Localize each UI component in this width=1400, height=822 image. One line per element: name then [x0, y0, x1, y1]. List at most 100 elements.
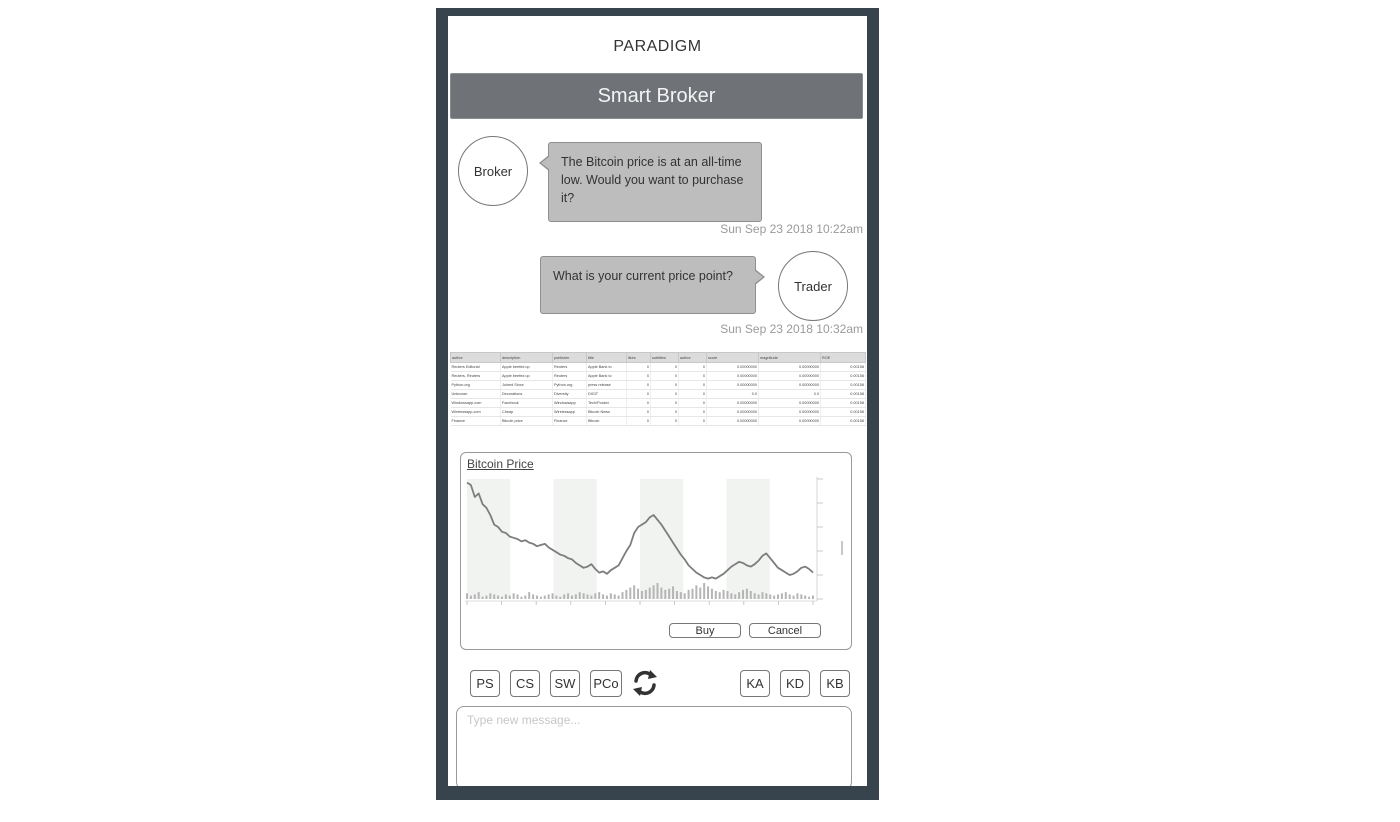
- table-cell: Bitcoin price: [500, 416, 553, 426]
- column-header[interactable]: score: [706, 352, 759, 363]
- table-cell: 0.00158: [820, 380, 866, 390]
- volume-bar: [726, 591, 729, 599]
- volume-bar: [598, 592, 601, 599]
- chart-title[interactable]: Bitcoin Price: [467, 457, 534, 471]
- volume-bar: [710, 588, 713, 599]
- volume-bar: [660, 587, 663, 599]
- column-header[interactable]: description: [500, 352, 553, 363]
- table-cell: 0.00000000: [706, 362, 759, 372]
- table-cell: Cheap: [500, 407, 553, 417]
- volume-bar: [640, 591, 643, 599]
- table-cell: 0: [626, 398, 651, 408]
- bitcoin-price-card: Bitcoin Price Buy Cancel: [460, 452, 852, 650]
- column-header[interactable]: subtitles: [650, 352, 679, 363]
- table-cell: 0.00158: [820, 371, 866, 381]
- volume-bar: [637, 588, 640, 599]
- message-input[interactable]: [456, 706, 852, 786]
- table-cell: 0.00000000: [758, 398, 821, 408]
- ps-button[interactable]: PS: [470, 670, 500, 697]
- table-cell: Finance: [552, 416, 587, 426]
- refresh-icon[interactable]: [630, 668, 660, 698]
- buy-button[interactable]: Buy: [669, 623, 741, 638]
- volume-bar: [812, 595, 814, 599]
- volume-bar: [691, 588, 694, 599]
- volume-bar: [788, 594, 791, 599]
- table-row[interactable]: Python.org Joined Since Python.org press re…: [450, 380, 866, 390]
- table-row[interactable]: Finance Bitcoin price Finance Bitcoin 0 0 0 0.0…: [450, 416, 866, 426]
- table-cell: Joined Since: [500, 380, 553, 390]
- table-row[interactable]: Windowsapp.com Facebook Windowsapp Tech/Poc…: [450, 398, 866, 408]
- table-row[interactable]: Unknown Decorations Diversity DIGIT 0 0 0 0.0 0.…: [450, 389, 866, 399]
- cancel-button[interactable]: Cancel: [749, 623, 821, 638]
- volume-bar: [485, 595, 488, 599]
- table-cell: 0.00000000: [706, 380, 759, 390]
- volume-bar: [469, 595, 472, 599]
- column-header[interactable]: magnitude: [758, 352, 821, 363]
- broker-message-time: Sun Sep 23 2018 10:22am: [720, 222, 863, 236]
- kd-button[interactable]: KD: [780, 670, 810, 697]
- table-cell: 0: [626, 407, 651, 417]
- table-cell: Reuters, Reuters: [450, 371, 501, 381]
- sw-button[interactable]: SW: [550, 670, 580, 697]
- volume-bar: [609, 593, 612, 599]
- volume-bar: [493, 594, 496, 599]
- news-data-table: author description publisher title likes…: [450, 352, 866, 426]
- table-cell: DIGIT: [586, 389, 627, 399]
- table-cell: 0: [650, 362, 679, 372]
- chart-band: [553, 479, 597, 599]
- table-row[interactable]: Reuters Editorial Apple beefed up Reuters A…: [450, 362, 866, 372]
- volume-bar: [738, 592, 741, 599]
- table-cell: Apple Bank to: [586, 371, 627, 381]
- volume-bar: [567, 593, 570, 599]
- table-cell: 0: [626, 380, 651, 390]
- x-axis: [465, 600, 817, 605]
- table-cell: Apple Bank to: [586, 362, 627, 372]
- pco-button[interactable]: PCo: [590, 670, 622, 697]
- table-cell: 0: [678, 398, 707, 408]
- ka-button[interactable]: KA: [740, 670, 770, 697]
- table-cell: Python.org: [552, 380, 587, 390]
- volume-bar: [796, 593, 799, 599]
- table-cell: 0: [626, 389, 651, 399]
- volume-bar: [586, 594, 589, 599]
- kb-button[interactable]: KB: [820, 670, 850, 697]
- table-cell: Facebook: [500, 398, 553, 408]
- volume-bar: [633, 585, 636, 599]
- volume-bar: [574, 594, 577, 599]
- volume-bar: [594, 593, 597, 599]
- table-row[interactable]: Reuters, Reuters Apple beefed up Reuters Ap…: [450, 371, 866, 381]
- volume-bar: [804, 595, 807, 599]
- cs-button[interactable]: CS: [510, 670, 540, 697]
- table-row[interactable]: Wirelessapp.com Cheap Wirelessapp Bitcoin N…: [450, 407, 866, 417]
- app-screen: PARADIGM Smart Broker Broker The Bitcoin…: [448, 16, 867, 786]
- table-cell: 0: [626, 362, 651, 372]
- table-cell: 0.00000000: [758, 416, 821, 426]
- table-cell: 0.00158: [820, 407, 866, 417]
- volume-bar: [769, 594, 772, 599]
- phone-frame: PARADIGM Smart Broker Broker The Bitcoin…: [436, 8, 879, 800]
- column-header[interactable]: likes: [626, 352, 651, 363]
- column-header[interactable]: publisher: [552, 352, 587, 363]
- volume-bar: [570, 595, 573, 599]
- volume-bar: [679, 592, 682, 599]
- table-cell: 0.00158: [820, 362, 866, 372]
- table-cell: 0.00158: [820, 389, 866, 399]
- table-cell: 0: [650, 389, 679, 399]
- volume-bar: [757, 594, 760, 599]
- volume-bar: [504, 594, 507, 599]
- column-header[interactable]: ROE: [820, 352, 866, 363]
- table-header-row: author description publisher title likes…: [450, 352, 866, 363]
- volume-bar: [749, 591, 752, 599]
- table-cell: 0: [626, 371, 651, 381]
- volume-bar: [532, 594, 535, 599]
- table-cell: Wirelessapp: [552, 407, 587, 417]
- volume-bar: [780, 593, 783, 599]
- column-header[interactable]: title: [586, 352, 627, 363]
- volume-bar: [543, 595, 546, 599]
- bitcoin-price-chart: [465, 477, 843, 605]
- column-header[interactable]: author: [678, 352, 707, 363]
- table-cell: 0: [626, 416, 651, 426]
- column-header[interactable]: author: [450, 352, 501, 363]
- chart-scroll-handle: [841, 541, 843, 555]
- volume-bar: [578, 592, 581, 599]
